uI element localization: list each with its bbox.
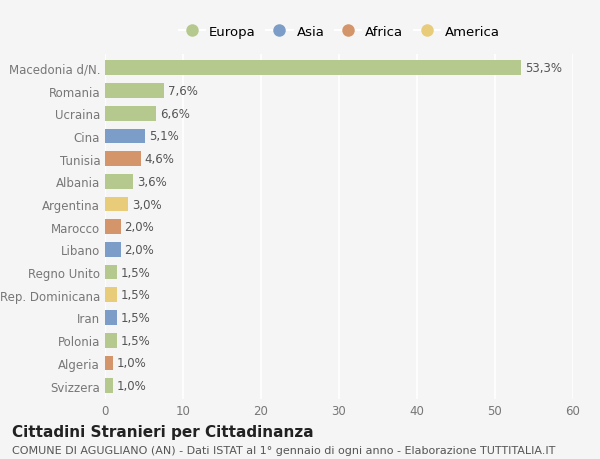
Text: 2,0%: 2,0%	[125, 243, 154, 256]
Bar	[105, 62, 521, 76]
Text: 4,6%: 4,6%	[145, 153, 175, 166]
Text: COMUNE DI AGUGLIANO (AN) - Dati ISTAT al 1° gennaio di ogni anno - Elaborazione : COMUNE DI AGUGLIANO (AN) - Dati ISTAT al…	[12, 445, 556, 455]
Text: 53,3%: 53,3%	[524, 62, 562, 75]
Text: 7,6%: 7,6%	[168, 85, 198, 98]
Text: 3,0%: 3,0%	[133, 198, 162, 211]
Text: 5,1%: 5,1%	[149, 130, 178, 143]
Bar	[105, 288, 116, 302]
Text: 1,5%: 1,5%	[121, 266, 151, 279]
Bar	[105, 333, 116, 348]
Bar	[105, 356, 113, 370]
Bar	[105, 129, 145, 144]
Bar	[105, 378, 113, 393]
Text: 1,5%: 1,5%	[121, 311, 151, 324]
Legend: Europa, Asia, Africa, America: Europa, Asia, Africa, America	[176, 23, 502, 42]
Bar	[105, 310, 116, 325]
Text: 1,0%: 1,0%	[116, 357, 146, 369]
Text: 2,0%: 2,0%	[125, 221, 154, 234]
Text: 1,5%: 1,5%	[121, 289, 151, 302]
Bar	[105, 197, 128, 212]
Text: 3,6%: 3,6%	[137, 175, 167, 188]
Text: Cittadini Stranieri per Cittadinanza: Cittadini Stranieri per Cittadinanza	[12, 425, 314, 440]
Text: 1,0%: 1,0%	[116, 379, 146, 392]
Bar	[105, 242, 121, 257]
Text: 1,5%: 1,5%	[121, 334, 151, 347]
Bar	[105, 84, 164, 99]
Text: 6,6%: 6,6%	[160, 107, 190, 120]
Bar	[105, 152, 141, 167]
Bar	[105, 265, 116, 280]
Bar	[105, 106, 157, 121]
Bar	[105, 220, 121, 235]
Bar	[105, 174, 133, 189]
